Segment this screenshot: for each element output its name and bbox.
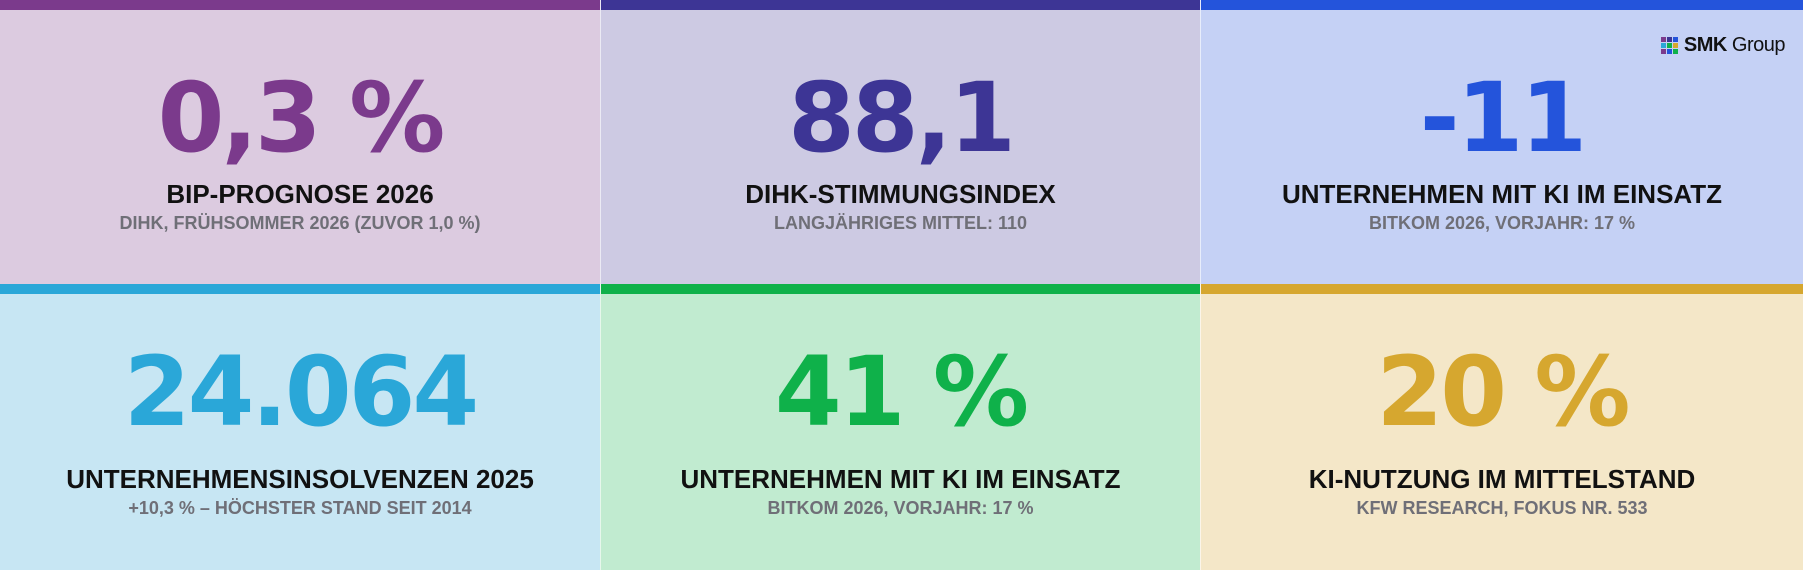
- kpi-title: UNTERNEHMEN MIT KI IM EINSATZ: [680, 464, 1121, 494]
- tile-accent-bar: [601, 0, 1200, 10]
- brand-name: SMK Group: [1683, 34, 1786, 56]
- kpi-tile-gdp-forecast: 0,3 % BIP-PROGNOSE 2026 DIHK, FRÜHSOMMER…: [0, 0, 600, 284]
- kpi-subtitle: BITKOM 2026, VORJAHR: 17 %: [767, 498, 1034, 518]
- tile-accent-bar: [0, 284, 600, 294]
- kpi-subtitle: +10,3 % – HÖCHSTER STAND SEIT 2014: [128, 498, 472, 518]
- kpi-subtitle: KFW RESEARCH, FOKUS NR. 533: [1356, 498, 1648, 518]
- kpi-tile-ai-usage-change: -11 UNTERNEHMEN MIT KI IM EINSATZ BITKOM…: [1200, 0, 1803, 284]
- kpi-value: 41 %: [774, 336, 1029, 448]
- kpi-subtitle: BITKOM 2026, VORJAHR: 17 %: [1368, 213, 1636, 233]
- kpi-tile-ai-midmarket: 20 % KI-NUTZUNG IM MITTELSTAND KFW RESEA…: [1200, 284, 1803, 570]
- kpi-subtitle: DIHK, FRÜHSOMMER 2026 (ZUVOR 1,0 %): [119, 213, 481, 233]
- grid-logo-icon: [1660, 37, 1678, 54]
- kpi-tile-insolvencies: 24.064 UNTERNEHMENSINSOLVENZEN 2025 +10,…: [0, 284, 600, 570]
- kpi-title: BIP-PROGNOSE 2026: [166, 179, 434, 209]
- tile-accent-bar: [0, 0, 600, 10]
- brand-logo: SMK Group: [1660, 34, 1786, 57]
- kpi-title: KI-NUTZUNG IM MITTELSTAND: [1308, 464, 1696, 494]
- kpi-title: DIHK-STIMMUNGSINDEX: [745, 179, 1056, 209]
- kpi-tile-ai-adoption: 41 % UNTERNEHMEN MIT KI IM EINSATZ BITKO…: [600, 284, 1200, 570]
- kpi-value: 0,3 %: [157, 62, 446, 174]
- kpi-title: UNTERNEHMEN MIT KI IM EINSATZ: [1281, 179, 1723, 209]
- tile-accent-bar: [1201, 284, 1803, 294]
- kpi-tile-sentiment-index: 88,1 DIHK-STIMMUNGSINDEX LANGJÄHRIGES MI…: [600, 0, 1200, 284]
- kpi-value: -11: [1419, 62, 1587, 174]
- tile-accent-bar: [601, 284, 1200, 294]
- kpi-value: 88,1: [788, 62, 1016, 174]
- kpi-value: 24.064: [123, 336, 479, 448]
- tile-accent-bar: [1201, 0, 1803, 10]
- kpi-subtitle: LANGJÄHRIGES MITTEL: 110: [773, 213, 1028, 233]
- kpi-title: UNTERNEHMENSINSOLVENZEN 2025: [66, 464, 534, 494]
- kpi-value: 20 %: [1376, 336, 1630, 448]
